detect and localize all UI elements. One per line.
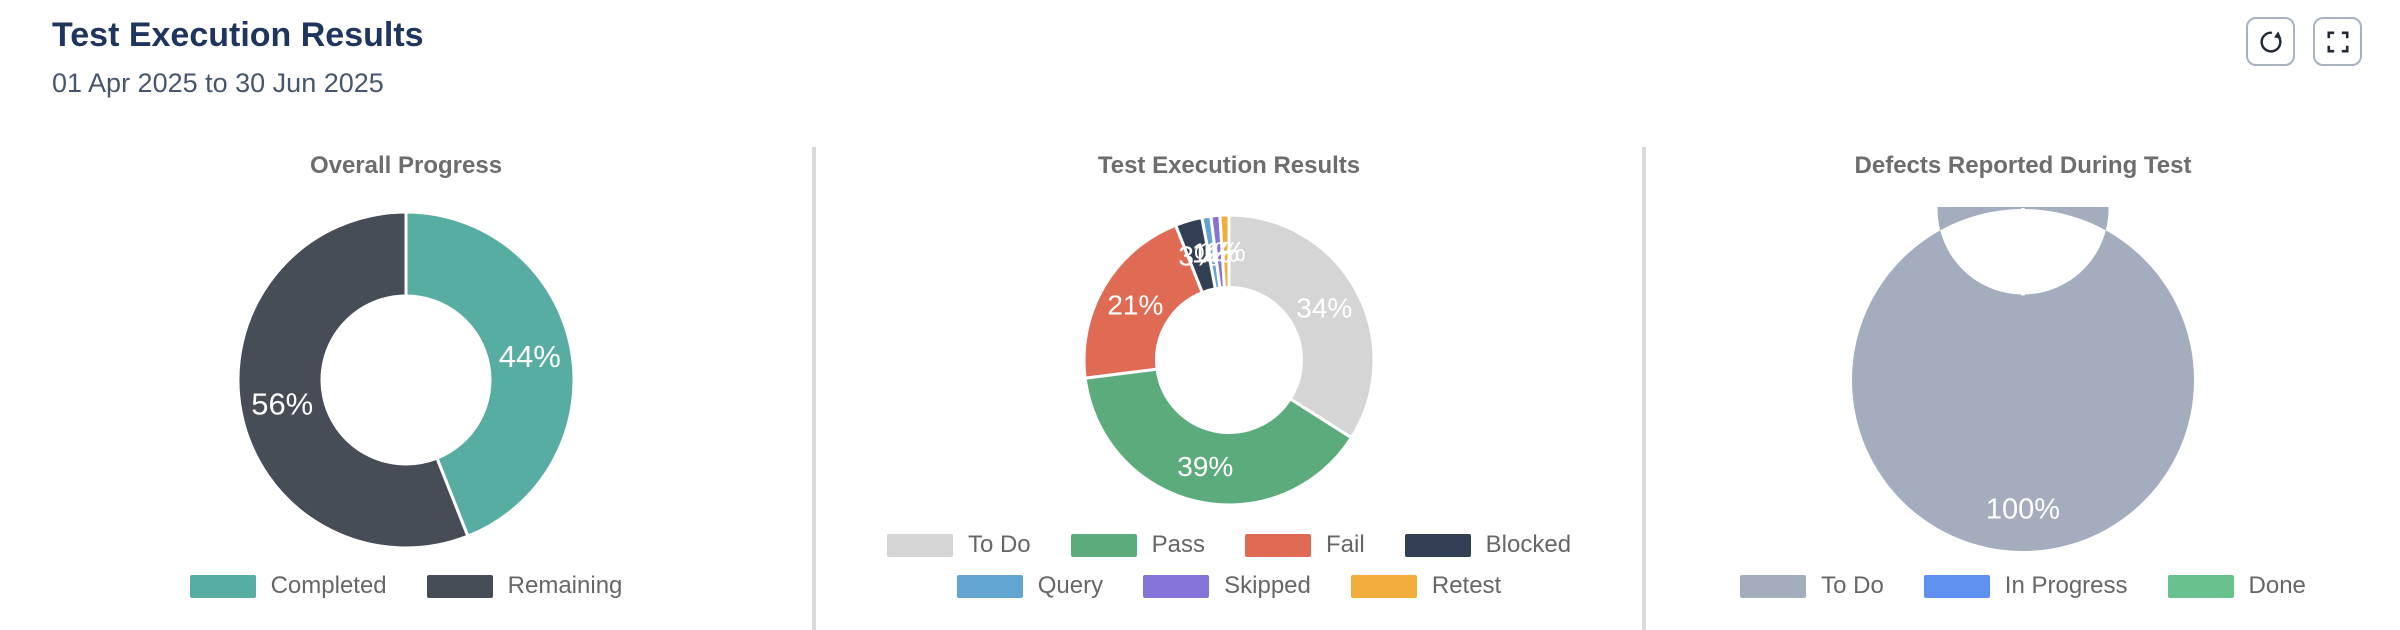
legend-swatch-blocked <box>1404 533 1471 557</box>
slice-label: 34% <box>1296 292 1352 323</box>
legend-defects-reported: To Do In Progress Done <box>1740 572 2306 600</box>
legend-label: Remaining <box>507 572 623 599</box>
toolbar <box>2246 17 2362 66</box>
slice-label: 1% <box>1205 236 1245 267</box>
legend-item-skipped[interactable]: Skipped <box>1143 572 1311 600</box>
legend-label: Retest <box>1431 572 1502 599</box>
legend-item-in-progress[interactable]: In Progress <box>1923 572 2128 600</box>
refresh-button[interactable] <box>2246 17 2295 66</box>
legend-label: Blocked <box>1485 531 1572 558</box>
legend-swatch-to-do <box>1740 574 1807 598</box>
refresh-icon <box>2259 30 2282 53</box>
legend-row: Query Skipped Retest <box>887 572 1571 600</box>
slice-label: 1% <box>1199 236 1239 267</box>
legend-swatch-pass <box>1070 533 1137 557</box>
legend-item-to-do[interactable]: To Do <box>886 531 1031 559</box>
legend-item-query[interactable]: Query <box>956 572 1104 600</box>
slice-label: 1% <box>1192 237 1232 268</box>
legend-swatch-to-do <box>886 533 953 557</box>
donut-slice-to-do[interactable] <box>1852 207 2194 551</box>
legend-item-fail[interactable]: Fail <box>1245 531 1365 559</box>
donut-slice-fail[interactable] <box>1082 223 1204 380</box>
legend-swatch-skipped <box>1143 574 1210 598</box>
donut-chart-defects-reported: 100% <box>1850 180 2196 572</box>
legend-row: To Do Pass Fail Blocked <box>886 531 1572 559</box>
slice-label: 100% <box>1986 493 2060 525</box>
legend-label: In Progress <box>2004 572 2128 599</box>
chart-title-overall-progress: Overall Progress <box>309 152 503 179</box>
legend-label: To Do <box>967 531 1031 558</box>
legend-item-retest[interactable]: Retest <box>1350 572 1502 600</box>
date-range: 01 Apr 2025 to 30 Jun 2025 <box>52 68 384 98</box>
legend-label: Done <box>2248 572 2306 599</box>
donut-slice-remaining[interactable] <box>236 210 470 550</box>
legend-label: To Do <box>1821 572 1884 599</box>
legend-swatch-completed <box>189 574 256 598</box>
chart-panel-test-execution-results: Test Execution Results 34% 39% 21% 3% 1% 1% 1%… <box>816 0 1642 630</box>
slice-label: 44% <box>499 339 561 374</box>
slice-label: 39% <box>1177 450 1233 481</box>
chart-title-defects-reported: Defects Reported During Test <box>1854 152 2192 179</box>
legend-swatch-query <box>956 574 1023 598</box>
legend-label: Query <box>1037 572 1104 599</box>
donut-slice-retest[interactable] <box>1218 213 1231 289</box>
column-divider <box>1642 147 1646 630</box>
donut-chart-test-execution-results: 34% 39% 21% 3% 1% 1% 1% <box>1082 180 1376 531</box>
chart-panel-overall-progress: Overall Progress 44% 56% Completed Remaini… <box>0 0 812 630</box>
column-divider <box>812 147 816 630</box>
legend-swatch-in-progress <box>1923 574 1990 598</box>
donut-slice-to-do[interactable] <box>1227 213 1376 439</box>
legend-test-execution-results: To Do Pass Fail Blocked Query Skipped Retest <box>886 531 1572 600</box>
legend-item-done[interactable]: Done <box>2167 572 2306 600</box>
slice-label: 56% <box>251 386 313 421</box>
legend-item-remaining[interactable]: Remaining <box>426 572 623 600</box>
legend-label: Completed <box>270 572 387 599</box>
fullscreen-icon <box>2326 30 2349 53</box>
donut-chart-overall-progress: 44% 56% <box>236 180 576 572</box>
legend-label: Fail <box>1326 531 1365 558</box>
legend-item-blocked[interactable]: Blocked <box>1404 531 1572 559</box>
legend-swatch-remaining <box>426 574 493 598</box>
fullscreen-button[interactable] <box>2313 17 2362 66</box>
donut-slice-completed[interactable] <box>404 210 576 538</box>
legend-item-completed[interactable]: Completed <box>189 572 387 600</box>
legend-swatch-done <box>2167 574 2234 598</box>
legend-swatch-fail <box>1245 533 1311 557</box>
chart-title-test-execution-results: Test Execution Results <box>1097 152 1361 179</box>
chart-panel-defects-reported: Defects Reported During Test 100% To Do I… <box>1646 0 2400 630</box>
legend-item-to-do[interactable]: To Do <box>1740 572 1884 600</box>
legend-label: Skipped <box>1224 572 1311 599</box>
legend-overall-progress: Completed Remaining <box>189 572 623 600</box>
legend-row: To Do In Progress Done <box>1740 572 2306 600</box>
donut-slice-pass[interactable] <box>1083 367 1353 506</box>
slice-label: 21% <box>1107 289 1163 320</box>
legend-item-pass[interactable]: Pass <box>1070 531 1205 559</box>
slice-label: 3% <box>1178 240 1218 271</box>
legend-label: Pass <box>1151 531 1205 558</box>
legend-row: Completed Remaining <box>189 572 623 600</box>
legend-swatch-retest <box>1350 574 1417 598</box>
page-title: Test Execution Results <box>52 16 424 54</box>
